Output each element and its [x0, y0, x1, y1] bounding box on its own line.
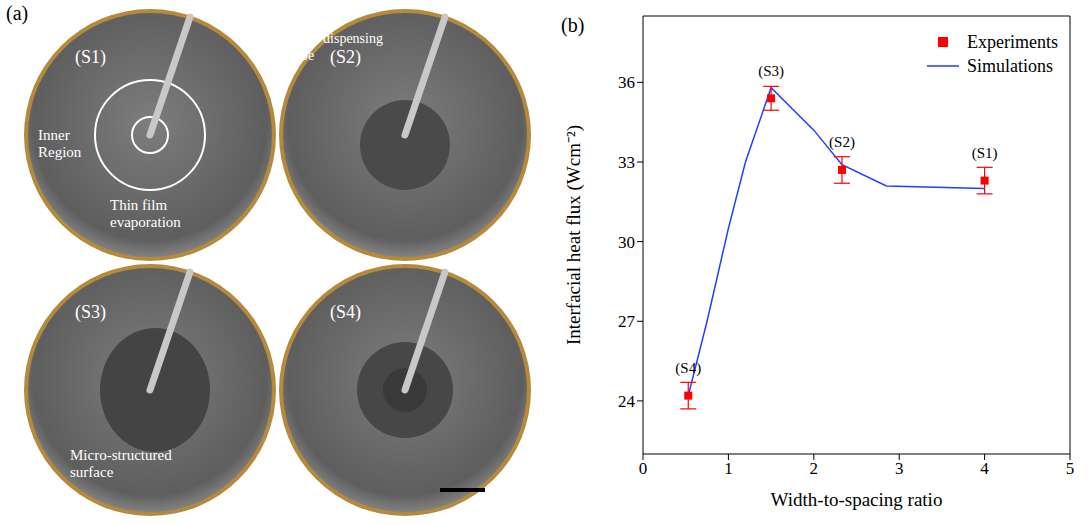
svg-text:Micro-structuredsurface: Micro-structuredsurface — [70, 447, 172, 480]
svg-text:Width-to-spacing ratio: Width-to-spacing ratio — [771, 489, 943, 510]
svg-text:(S4): (S4) — [330, 302, 361, 323]
svg-text:(S1): (S1) — [972, 145, 998, 162]
svg-text:(a): (a) — [6, 2, 28, 25]
svg-text:(S3): (S3) — [75, 302, 106, 323]
svg-text:Interfacial heat flux (Wcm⁻²): Interfacial heat flux (Wcm⁻²) — [563, 125, 585, 345]
html-text:Simulations: Simulations — [967, 56, 1053, 76]
svg-text:36: 36 — [618, 73, 635, 92]
svg-text:33: 33 — [618, 153, 635, 172]
svg-text:4: 4 — [980, 459, 989, 478]
svg-text:(S3): (S3) — [758, 63, 784, 80]
svg-text:(S4): (S4) — [675, 360, 701, 377]
svg-text:(S2): (S2) — [330, 47, 361, 68]
svg-text:0: 0 — [639, 459, 648, 478]
svg-text:24: 24 — [618, 392, 636, 411]
svg-text:InnerRegion: InnerRegion — [38, 127, 82, 160]
svg-text:Thin filmevaporation: Thin filmevaporation — [110, 197, 181, 230]
svg-text:3: 3 — [895, 459, 904, 478]
svg-text:5: 5 — [1066, 459, 1075, 478]
html-text:Experiments: Experiments — [967, 32, 1058, 52]
svg-text:Fluid dispensingtube: Fluid dispensingtube — [290, 31, 383, 63]
svg-text:27: 27 — [618, 312, 636, 331]
html-text:(b): (b) — [561, 14, 585, 36]
svg-text:30: 30 — [618, 233, 635, 252]
svg-text:2: 2 — [810, 459, 819, 478]
svg-text:(S1): (S1) — [75, 47, 106, 68]
svg-text:1: 1 — [724, 459, 733, 478]
svg-text:(S2): (S2) — [829, 134, 855, 151]
